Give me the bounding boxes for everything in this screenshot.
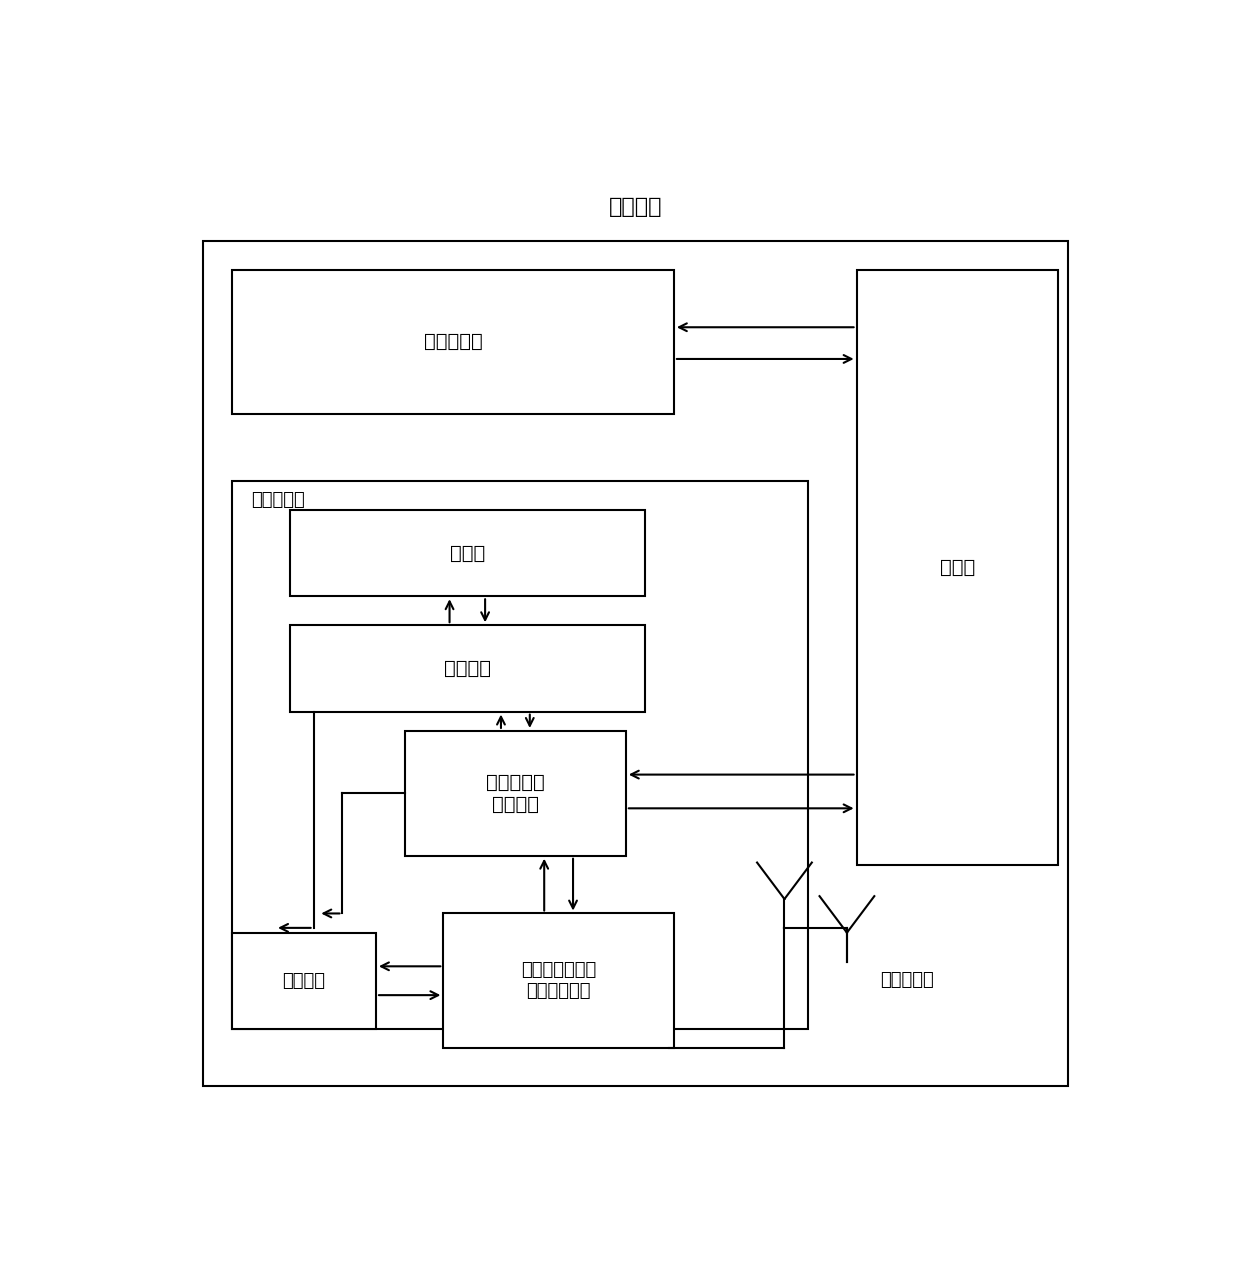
Bar	[444, 914, 675, 1048]
Text: 传感器: 传感器	[940, 558, 975, 577]
Text: 天线前端（包括
天线调谐器）: 天线前端（包括 天线调谐器）	[521, 961, 596, 1000]
Bar	[232, 933, 376, 1028]
Bar	[404, 731, 626, 856]
Text: 通信处理器: 通信处理器	[250, 490, 305, 509]
Text: 移动终端: 移动终端	[609, 197, 662, 217]
Bar	[232, 481, 808, 1028]
Bar	[203, 241, 1068, 1086]
Text: 应用处理器: 应用处理器	[424, 332, 482, 351]
Bar	[857, 269, 1058, 865]
Bar	[232, 269, 675, 413]
Text: 区分各类场
景的进程: 区分各类场 景的进程	[486, 773, 544, 814]
Text: 射频驱动: 射频驱动	[444, 658, 491, 678]
Bar	[290, 625, 645, 712]
Text: 射频前端: 射频前端	[283, 972, 325, 990]
Bar	[290, 510, 645, 596]
Text: 主分集天线: 主分集天线	[880, 971, 934, 989]
Text: 协议栈: 协议栈	[450, 544, 485, 563]
